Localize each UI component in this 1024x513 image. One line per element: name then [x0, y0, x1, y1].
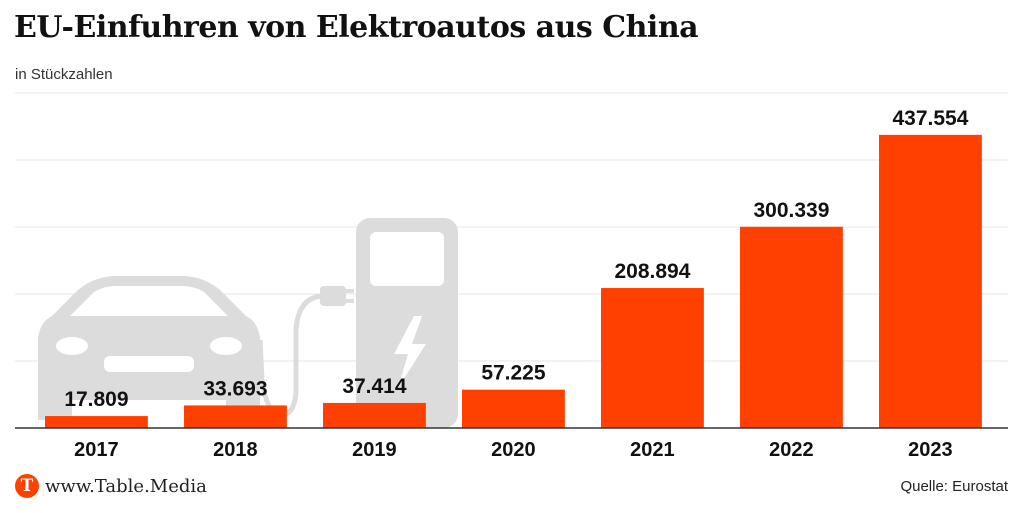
plug-icon — [320, 286, 346, 306]
table-media-logo: T — [15, 474, 39, 498]
value-label-2021: 208.894 — [614, 260, 690, 283]
brand-url[interactable]: www.Table.Media — [45, 475, 207, 497]
plug-pin-bottom — [346, 299, 354, 303]
footer-brand[interactable]: T www.Table.Media — [15, 474, 207, 498]
bars — [45, 134, 982, 429]
bar-2017 — [45, 416, 148, 428]
charging-cable-icon — [257, 293, 344, 418]
car-grille-icon — [104, 356, 194, 372]
bar-2019 — [323, 402, 426, 428]
x-tick-label-2022: 2022 — [769, 439, 814, 461]
value-label-2023: 437.554 — [892, 107, 968, 130]
x-tick-label-2020: 2020 — [491, 439, 536, 461]
car-windshield-icon — [70, 286, 228, 316]
value-label-2017: 17.809 — [64, 388, 128, 411]
value-labels: 17.809 33.693 37.414 57.225 208.894 300.339 43… — [64, 107, 968, 411]
lightning-bolt-icon — [394, 316, 426, 388]
bar-chart: 17.809 33.693 37.414 57.225 208.894 300.339 43… — [15, 92, 1008, 461]
bar-2022 — [740, 226, 843, 428]
value-label-2018: 33.693 — [203, 377, 267, 400]
x-tick-label-2018: 2018 — [213, 439, 258, 461]
ev-charging-illustration — [38, 218, 458, 428]
charging-station-screen-icon — [370, 232, 444, 286]
bar-2023 — [879, 134, 982, 429]
bar-2020 — [462, 389, 565, 428]
chart-title: EU-Einfuhren von Elektroautos aus China — [14, 10, 699, 45]
bar-2018 — [184, 405, 287, 428]
value-label-2019: 37.414 — [342, 375, 407, 398]
x-tick-label-2023: 2023 — [908, 439, 953, 461]
bar-2021 — [601, 288, 704, 428]
x-tick-label-2019: 2019 — [352, 439, 397, 461]
chart-subtitle: in Stückzahlen — [15, 66, 113, 83]
x-axis-labels: 2017 2018 2019 2020 2021 2022 2023 — [74, 439, 953, 461]
value-label-2020: 57.225 — [481, 362, 546, 385]
value-label-2022: 300.339 — [753, 199, 829, 222]
source-note: Quelle: Eurostat — [900, 478, 1008, 495]
x-tick-label-2017: 2017 — [74, 439, 119, 461]
car-headlight-left-icon — [56, 337, 88, 355]
plug-pin-top — [346, 289, 354, 293]
x-tick-label-2021: 2021 — [630, 439, 675, 461]
car-headlight-right-icon — [210, 337, 242, 355]
